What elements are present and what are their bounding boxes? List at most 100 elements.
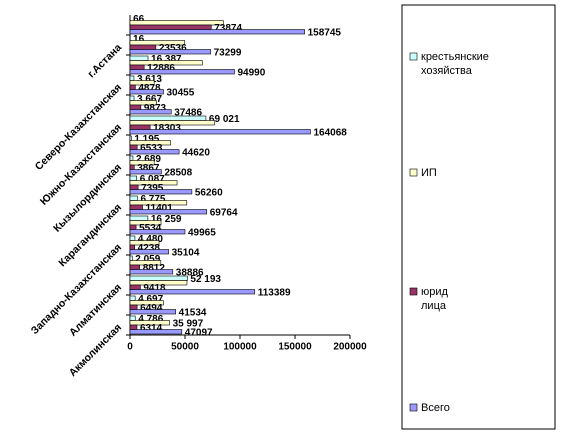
bar (129, 44, 157, 50)
data-label: 41534 (179, 307, 207, 318)
x-tick-label: 0 (127, 342, 133, 353)
bar (129, 155, 134, 161)
bar (129, 100, 157, 106)
x-tick-label: 50000 (171, 342, 199, 353)
bar (129, 29, 305, 35)
data-label: 6314 (140, 323, 163, 334)
bar (129, 64, 145, 70)
data-label: 8812 (143, 263, 166, 274)
legend-swatch (409, 287, 418, 296)
bar (129, 164, 135, 170)
data-label: 164068 (313, 127, 347, 138)
bar (129, 20, 224, 26)
bar (129, 324, 138, 330)
bar (129, 220, 162, 226)
data-label: 2 059 (135, 254, 160, 265)
legend-swatch (409, 403, 418, 412)
bar (129, 209, 208, 215)
data-label: 66 (133, 14, 145, 25)
bar (129, 84, 136, 90)
legend-label: ИП (421, 167, 437, 179)
bar (129, 295, 136, 301)
bar (129, 329, 183, 335)
bar (129, 75, 135, 81)
data-label: 3 613 (137, 74, 162, 85)
legend-label: юрид лица (421, 286, 449, 312)
data-label: 69764 (210, 207, 238, 218)
bar (129, 135, 132, 141)
bar (129, 89, 164, 95)
data-label: 73874 (214, 23, 242, 34)
bar (129, 249, 169, 255)
data-label: 35 997 (173, 318, 204, 329)
bar (129, 149, 180, 155)
bar (129, 140, 171, 146)
bar (129, 264, 140, 270)
data-label: 9418 (143, 283, 166, 294)
bar (129, 320, 170, 326)
data-label: 3867 (137, 163, 160, 174)
bar (129, 180, 178, 186)
bar (129, 69, 235, 75)
bar (129, 24, 212, 30)
bar (129, 235, 136, 241)
bar (129, 269, 174, 275)
data-label: 44620 (182, 147, 210, 158)
data-label: 28508 (164, 167, 192, 178)
data-label: 49965 (188, 227, 216, 238)
data-label: 23536 (159, 43, 187, 54)
bar (129, 244, 135, 250)
legend-swatch (409, 52, 418, 61)
data-label: 3 667 (137, 94, 162, 105)
bar (129, 175, 137, 181)
bar (129, 55, 149, 61)
bar (129, 95, 135, 101)
bar (129, 60, 203, 66)
bar (129, 129, 311, 135)
bar (129, 160, 155, 166)
data-label: 1 195 (134, 134, 159, 145)
data-label: 12886 (147, 63, 175, 74)
data-label: 37486 (174, 107, 202, 118)
legend-swatch (409, 168, 418, 177)
data-label: 6494 (140, 303, 163, 314)
data-label: 6 775 (140, 194, 165, 205)
bar (129, 215, 149, 221)
x-tick-label: 200000 (333, 342, 367, 353)
legend-label: крестьянские хозяйства (421, 51, 489, 77)
bar (129, 229, 186, 235)
bar (129, 204, 143, 210)
data-label: 30455 (167, 87, 195, 98)
data-label: 94990 (237, 67, 265, 78)
bar (129, 315, 136, 321)
bar (129, 280, 188, 286)
bar (129, 309, 176, 315)
bar (129, 224, 137, 230)
data-label: 113389 (258, 287, 291, 298)
data-label: 35104 (172, 247, 200, 258)
bar (129, 300, 164, 306)
bar (129, 195, 138, 201)
data-label: 16 259 (151, 214, 182, 225)
data-label: 38886 (176, 267, 204, 278)
data-label: 4 697 (138, 294, 163, 305)
data-label: 4238 (138, 243, 161, 254)
data-label: 73299 (214, 47, 242, 58)
data-label: 16 387 (151, 54, 182, 65)
bar (129, 144, 138, 150)
legend-label: Всего (421, 402, 450, 414)
data-label: 6 087 (140, 174, 165, 185)
data-label: 52 193 (190, 274, 221, 285)
bar (129, 80, 155, 86)
bar (129, 104, 142, 110)
bar (129, 189, 193, 195)
bar (129, 184, 139, 190)
data-label: 4 786 (138, 314, 163, 325)
data-label: 18303 (153, 123, 181, 134)
data-label: 9873 (144, 103, 167, 114)
data-label: 69 021 (209, 114, 240, 125)
bar (129, 255, 133, 261)
data-label: 6533 (140, 143, 163, 154)
bar (129, 169, 162, 175)
data-label: 47097 (185, 327, 213, 338)
